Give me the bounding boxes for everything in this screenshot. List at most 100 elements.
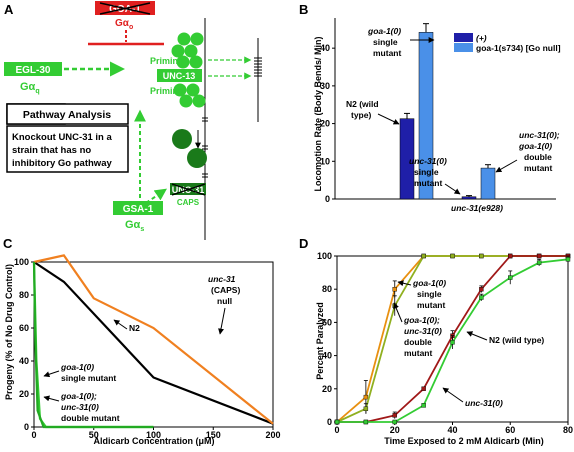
b-legend: (+) goa-1(s734) [Go null] xyxy=(454,33,561,53)
unc31-cross-2 xyxy=(171,183,206,196)
c-x-tick-label: 150 xyxy=(206,430,221,440)
d-data-point xyxy=(450,253,455,259)
c-ann-unc-1: unc-31 xyxy=(208,274,236,284)
d-ann-goa-2: single xyxy=(417,289,442,299)
b-ann-unc-2: single xyxy=(414,167,439,177)
d-ann-goa-arrow xyxy=(397,280,412,287)
b-legend-swatch-wt xyxy=(454,33,473,42)
b-y-tick-label: 40 xyxy=(320,43,330,53)
d-data-point xyxy=(334,419,340,425)
d-data-point xyxy=(392,287,397,292)
b-y-tick-label: 10 xyxy=(320,156,330,166)
d-x-tick-label: 80 xyxy=(563,425,573,435)
pathway-title-border xyxy=(6,103,129,125)
d-data-point xyxy=(363,394,369,400)
b-ann-goa-1: goa-1(0) xyxy=(367,26,401,36)
d-y-tick-label: 20 xyxy=(322,384,332,394)
panel-c: C Progeny (% of No Drug Control) Aldicar… xyxy=(3,236,281,446)
priming-top: Priming xyxy=(150,56,184,66)
pathway-line-3: inhibitory Go pathway xyxy=(12,158,112,169)
pathway-text-box xyxy=(6,125,129,173)
b-y-tick-label: 30 xyxy=(320,81,330,91)
panel-c-letter: C xyxy=(3,236,13,251)
b-bar xyxy=(461,196,477,200)
c-y-tick-label: 80 xyxy=(19,290,29,300)
unc13-label: UNC-13 xyxy=(163,71,196,81)
d-ann-n2-arrow xyxy=(466,331,488,341)
c-ann-dbl-3: double mutant xyxy=(61,413,120,423)
d-y-tick-label: 60 xyxy=(322,317,332,327)
pathway-line-2: strain that has no xyxy=(12,145,91,156)
b-ann-dbl-1: unc-31(0); xyxy=(519,130,560,140)
vesicle xyxy=(189,55,203,69)
d-y-tick-label: 40 xyxy=(322,351,332,361)
vesicle xyxy=(176,55,190,69)
d-ann-goa-1: goa-1(0) xyxy=(412,278,446,288)
c-ann-dbl-1: goa-1(0); xyxy=(60,391,97,401)
d-data-point xyxy=(479,287,484,292)
caps-label: CAPS xyxy=(177,198,200,207)
d-data-point xyxy=(421,386,426,391)
panel-a-letter: A xyxy=(4,2,14,17)
vesicle xyxy=(190,32,204,46)
c-ann-dbl-arrow xyxy=(43,395,60,402)
d-data-point xyxy=(392,419,397,425)
goa1-cross-2 xyxy=(99,2,151,15)
d-lines xyxy=(334,253,571,425)
d-data-point xyxy=(565,257,571,262)
d-ann-dbl-4: mutant xyxy=(404,348,433,358)
d-annotations: goa-1(0) single mutant goa-1(0); unc-31(… xyxy=(393,278,544,408)
egl30-greek: Gαq xyxy=(20,81,40,95)
c-y-tick-label: 60 xyxy=(19,323,29,333)
d-data-point xyxy=(450,340,455,345)
priming-bottom: Priming xyxy=(150,86,184,96)
b-ann-dbl-3: double xyxy=(524,152,552,162)
c-x-tick-label: 200 xyxy=(265,430,280,440)
egl30-box xyxy=(4,62,62,76)
b-ann-goa-2: single xyxy=(373,37,398,47)
c-series-line xyxy=(33,261,274,425)
vesicle xyxy=(184,44,198,58)
d-data-point xyxy=(508,275,513,280)
c-ann-goa-1: goa-1(0) xyxy=(60,362,94,372)
b-legend-swatch-goa xyxy=(454,43,473,52)
d-ann-dbl-arrow xyxy=(393,302,403,323)
b-bars xyxy=(399,23,496,200)
goa1-greek: Gαo xyxy=(115,18,133,31)
d-x-tick-label: 0 xyxy=(334,425,339,435)
b-legend-wt: (+) xyxy=(476,33,487,43)
d-data-point xyxy=(363,419,369,425)
b-y-tick-label: 20 xyxy=(320,119,330,129)
b-y-tick-label: 0 xyxy=(325,194,330,204)
priming-vesicles xyxy=(171,32,206,108)
c-y-tick-label: 40 xyxy=(19,356,29,366)
c-axes: 0 20 40 60 80 100 0 50 100 150 200 xyxy=(14,257,281,440)
c-ann-unc-2: (CAPS) xyxy=(211,285,240,295)
c-y-tick-label: 20 xyxy=(19,389,29,399)
goa1-label: GOA-1 xyxy=(109,4,141,15)
d-y-tick-label: 80 xyxy=(322,284,332,294)
b-ann-unc-1: unc-31(0) xyxy=(409,156,447,166)
b-ann-n2-1: N2 (wild xyxy=(346,99,379,109)
b-bar xyxy=(480,167,496,200)
vesicle xyxy=(177,32,191,46)
c-x-tick-label: 100 xyxy=(146,430,161,440)
vesicle xyxy=(179,94,193,108)
d-ann-goa-3: mutant xyxy=(417,300,446,310)
d-ann-dbl-3: double xyxy=(404,337,432,347)
dense-core-vesicle xyxy=(187,148,207,168)
panel-b-letter: B xyxy=(299,2,308,17)
c-lines xyxy=(32,254,274,429)
d-data-point xyxy=(479,253,484,259)
d-data-point xyxy=(536,253,542,259)
d-data-point xyxy=(421,253,426,259)
unc13-box xyxy=(157,69,202,82)
b-group2-label: unc-31(e928) xyxy=(451,203,503,213)
panel-a: A GOA-1 Gαo EGL-30 Gαq Priming xyxy=(4,1,262,240)
c-y-tick-label: 100 xyxy=(14,257,29,267)
b-ann-unc-arrow xyxy=(444,183,461,195)
c-x-axis-label: Aldicarb Concentration (μM) xyxy=(93,436,214,446)
panel-b: B Locomotion Rate (Body Bends/ Min) 0 10 2… xyxy=(299,2,561,213)
d-data-point xyxy=(363,406,369,411)
